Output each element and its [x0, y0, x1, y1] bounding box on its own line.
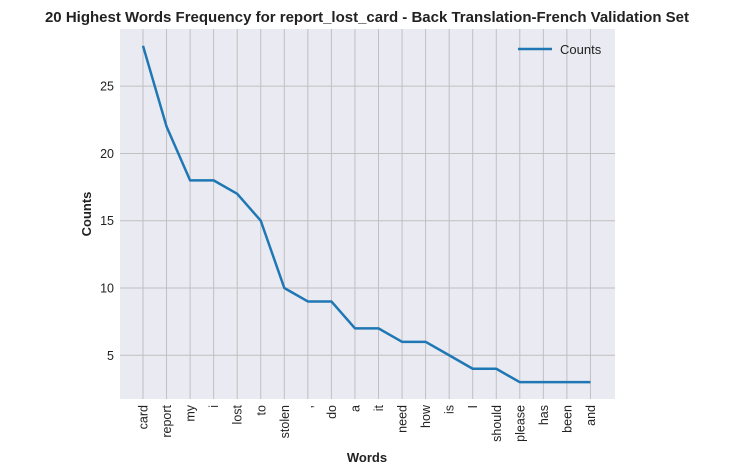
chart-title: 20 Highest Words Frequency for report_lo…	[45, 9, 689, 26]
x-tick-label: how	[419, 404, 433, 428]
y-tick-labels: 5 10 15 20 25	[100, 80, 114, 363]
x-tick-label: a	[348, 405, 362, 412]
x-tick-label: stolen	[278, 405, 292, 438]
y-tick-label: 15	[100, 214, 114, 228]
legend-label-counts: Counts	[560, 42, 602, 57]
grid-lines	[120, 29, 615, 399]
x-tick-label: has	[537, 405, 551, 425]
y-tick-label: 20	[100, 147, 114, 161]
legend: Counts	[518, 42, 602, 57]
x-tick-labels: card report my i lost to stolen, do a it need how is…	[137, 404, 598, 442]
series-line-counts	[141, 45, 591, 384]
y-tick-label: 10	[100, 282, 114, 296]
plot-background	[120, 29, 615, 399]
x-axis-label: Words	[347, 450, 387, 465]
x-tick-label: should	[490, 405, 504, 442]
x-tick-label: it	[372, 404, 386, 411]
x-tick-label: I	[466, 405, 480, 408]
x-tick-label: lost	[231, 404, 245, 424]
x-tick-label: my	[184, 404, 198, 421]
x-tick-label: i	[207, 405, 221, 408]
x-tick-label: been	[560, 405, 574, 433]
x-tick-label: need	[396, 405, 410, 433]
x-tick-label: do	[325, 405, 339, 419]
x-tick-label: and	[584, 405, 598, 426]
x-tick-label: report	[160, 404, 174, 437]
y-axis-label: Counts	[79, 192, 94, 237]
x-tick-label: to	[254, 405, 268, 415]
x-tick-label: ,	[301, 405, 315, 408]
x-tick-label: card	[137, 405, 151, 429]
y-tick-label: 25	[100, 80, 114, 94]
y-tick-label: 5	[107, 349, 114, 363]
x-tick-label: is	[443, 405, 457, 414]
x-tick-label: please	[513, 405, 527, 442]
